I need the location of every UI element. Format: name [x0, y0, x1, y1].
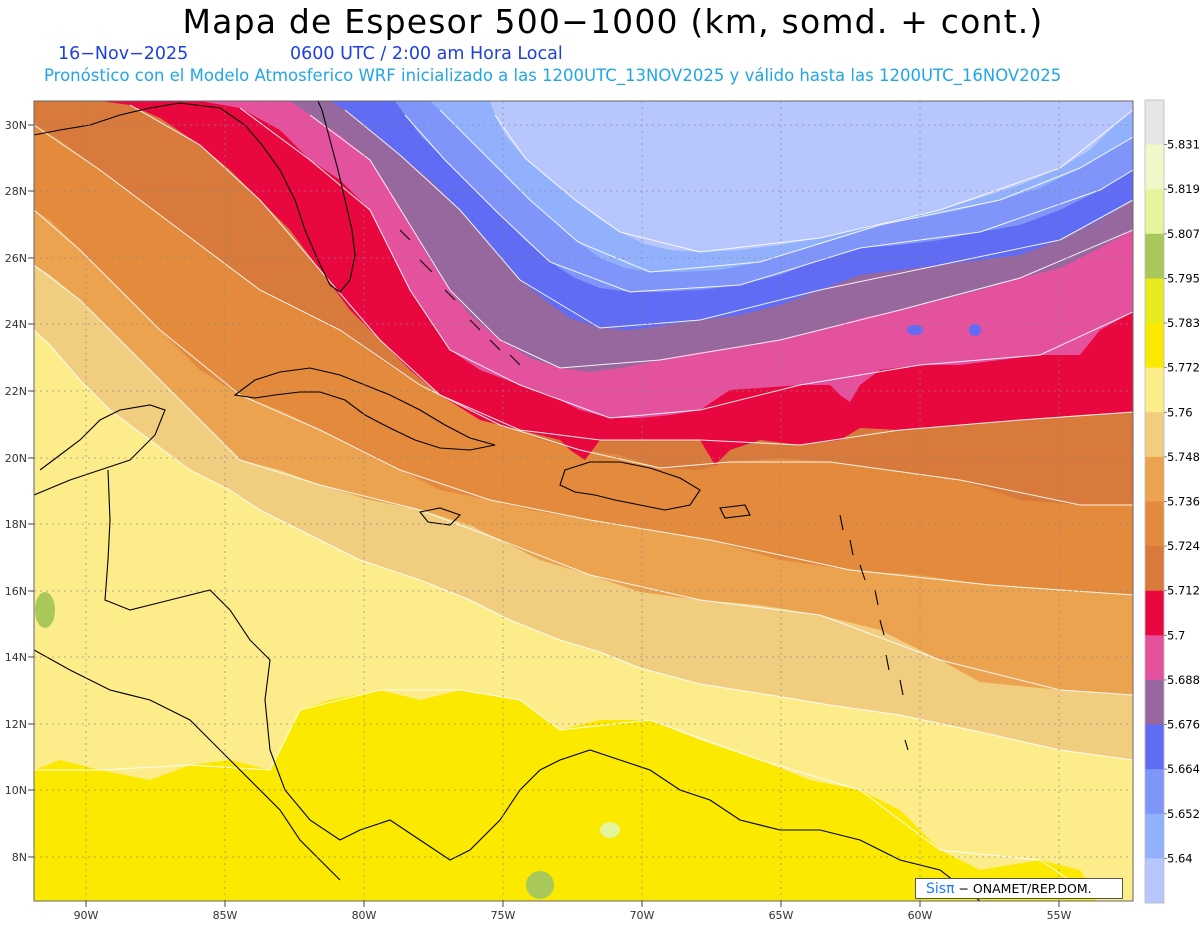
lon-tick-label: 75W	[491, 909, 516, 922]
lon-tick-label: 70W	[630, 909, 655, 922]
colorbar-label: 5.652	[1167, 807, 1200, 821]
colorbar-segment	[1145, 501, 1164, 547]
contour-band-5-772	[34, 690, 1100, 901]
colorbar-segment	[1145, 412, 1164, 458]
contour-lines	[34, 104, 1133, 901]
contour-patch-blue-2	[969, 324, 981, 336]
lon-tick-label: 65W	[769, 909, 794, 922]
colorbar-label: 5.748	[1167, 450, 1200, 464]
colorbar-label: 5.76	[1167, 405, 1193, 419]
lon-tick-label: 55W	[1047, 909, 1072, 922]
lat-tick-label: 24N	[5, 318, 27, 331]
lat-tick-label: 12N	[5, 718, 27, 731]
lat-tick-label: 8N	[12, 851, 27, 864]
colorbar: 5.831 5.819 5.807 5.795 5.783 5.772 5.76 5.748 5…	[1144, 99, 1200, 904]
colorbar-label: 5.772	[1167, 361, 1200, 375]
model-description: Pronóstico con el Modelo Atmosferico WRF…	[44, 66, 1062, 85]
colorbar-segment	[1145, 278, 1164, 324]
colorbar-label: 5.676	[1167, 718, 1200, 732]
colorbar-label: 5.64	[1167, 851, 1193, 865]
contour-patch-green	[35, 592, 55, 628]
contour-patch-light-green	[600, 822, 620, 838]
longitude-ticks: 90W 85W 80W 75W 70W 65W 60W 55W	[74, 901, 1072, 922]
colorbar-segment	[1145, 858, 1164, 904]
colorbar-segment	[1145, 679, 1164, 726]
colorbar-label: 5.664	[1167, 762, 1200, 776]
lon-tick-label: 80W	[352, 909, 377, 922]
lat-tick-label: 18N	[5, 518, 27, 531]
lat-tick-label: 22N	[5, 385, 27, 398]
lat-tick-label: 30N	[5, 119, 27, 132]
colorbar-segment	[1145, 590, 1164, 636]
lat-tick-label: 14N	[5, 651, 27, 664]
latitude-ticks: 30N 28N 26N 24N 22N 20N 18N 16N 14N 12N 10N 8N	[5, 119, 34, 864]
lat-tick-label: 10N	[5, 784, 27, 797]
colorbar-segment	[1145, 456, 1164, 502]
colorbar-label: 5.724	[1167, 539, 1200, 553]
lat-lon-grid	[34, 101, 1133, 901]
contour-patch-green-south	[526, 871, 554, 899]
colorbar-label: 5.831	[1167, 138, 1200, 152]
colorbar-segment	[1145, 323, 1164, 369]
lat-tick-label: 28N	[5, 185, 27, 198]
lat-tick-label: 20N	[5, 452, 27, 465]
colorbar-label: 5.807	[1167, 227, 1200, 241]
colorbar-label: 5.7	[1167, 628, 1185, 642]
map-frame	[33, 100, 1134, 902]
contour-patch-blue	[907, 325, 923, 335]
colorbar-label: 5.688	[1167, 673, 1200, 687]
colorbar-segment	[1145, 189, 1164, 235]
colorbar-label: 5.819	[1167, 182, 1200, 196]
lon-tick-label: 60W	[908, 909, 933, 922]
lon-tick-label: 90W	[74, 909, 99, 922]
coastlines	[34, 101, 981, 901]
lon-tick-label: 85W	[213, 909, 238, 922]
lat-tick-label: 26N	[5, 252, 27, 265]
colorbar-segment	[1145, 100, 1164, 146]
colorbar-segment	[1145, 144, 1164, 190]
colorbar-segment	[1145, 769, 1164, 815]
colorbar-segment	[1145, 233, 1164, 279]
colorbar-segment	[1145, 635, 1164, 681]
lat-tick-label: 16N	[5, 585, 27, 598]
colorbar-segment	[1145, 546, 1164, 592]
colorbar-label: 5.795	[1167, 271, 1200, 285]
colorbar-label: 5.736	[1167, 495, 1200, 509]
colorbar-segment	[1145, 724, 1164, 770]
forecast-time: 0600 UTC / 2:00 am Hora Local	[290, 44, 563, 64]
contour-band-lowest	[490, 101, 1133, 252]
credit-box: Sisπ − ONAMET/REP.DOM.	[915, 878, 1123, 899]
sispi-logo-text: Sisπ	[926, 881, 955, 897]
colorbar-segment	[1145, 813, 1164, 859]
colorbar-segment	[1145, 367, 1164, 413]
colorbar-label: 5.783	[1167, 316, 1200, 330]
map-title: Mapa de Espesor 500−1000 (km, somd. + co…	[182, 2, 1044, 41]
forecast-date: 16−Nov−2025	[58, 44, 189, 64]
credit-text: − ONAMET/REP.DOM.	[958, 881, 1092, 896]
colorbar-label: 5.712	[1167, 584, 1200, 598]
map-plot-area	[34, 101, 1133, 901]
